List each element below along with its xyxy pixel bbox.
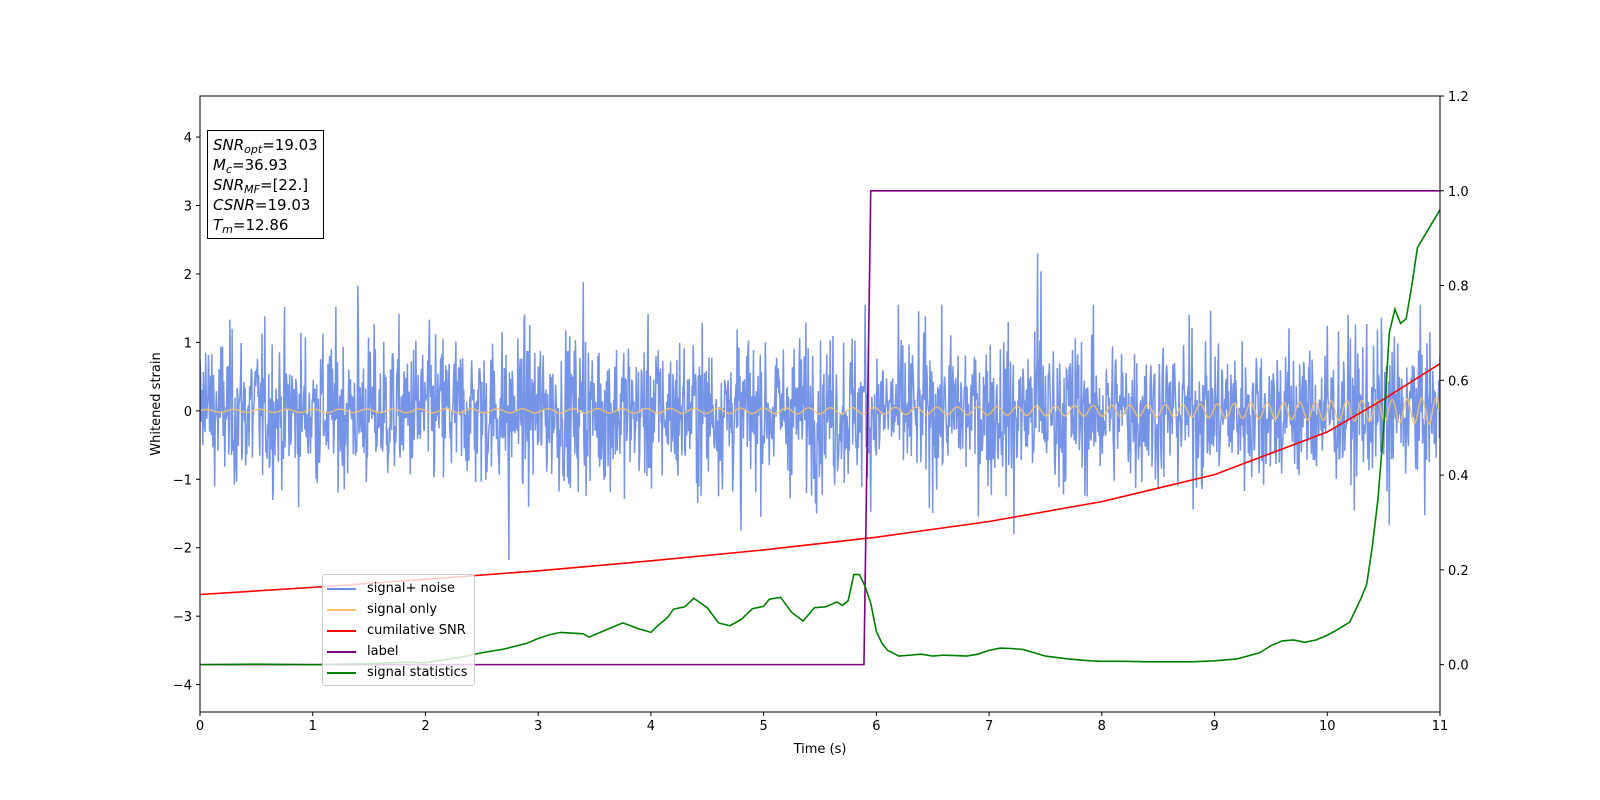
snr-mf-annotation: SNRMF=[22.] — [213, 176, 309, 196]
series-signal-statistics-line — [200, 209, 1440, 666]
plot-frame — [199, 95, 1441, 713]
csnr-value: 19.03 — [267, 196, 311, 214]
y-left-tick-label: 1 — [184, 336, 192, 351]
legend-item-signal-only: signal only — [327, 599, 468, 620]
snr-opt-value: 19.03 — [274, 136, 318, 154]
legend-swatch-signal-only — [327, 608, 356, 611]
y-left-tick-label: 0 — [184, 405, 192, 420]
legend-label-cumulative-snr: cumilative SNR — [367, 623, 466, 638]
x-tick-label: 6 — [872, 719, 880, 734]
y-left-tick-label: −2 — [173, 542, 192, 557]
snr-opt-annotation: SNRopt=19.03 — [213, 136, 318, 156]
legend-item-cumulative-snr: cumilative SNR — [327, 620, 468, 641]
y-right-tick-label: 0.0 — [1448, 659, 1469, 674]
legend-label-signal-noise: signal+ noise — [367, 581, 456, 596]
x-tick-label: 8 — [1098, 719, 1106, 734]
x-tick-label: 2 — [421, 719, 429, 734]
y-right-tick-label: 1.2 — [1448, 90, 1469, 105]
snr-mf-value: [22.] — [272, 176, 309, 194]
y-right-tick-label: 1.0 — [1448, 185, 1469, 200]
legend-label-signal-only: signal only — [367, 602, 438, 617]
legend-swatch-signal-statistics — [327, 671, 356, 674]
x-tick-label: 10 — [1319, 719, 1336, 734]
legend-swatch-label — [327, 650, 356, 653]
mc-annotation: Mc=36.93 — [213, 156, 288, 176]
y-right-tick-label: 0.2 — [1448, 564, 1469, 579]
mc-value: 36.93 — [244, 156, 288, 174]
x-axis-label: Time (s) — [793, 742, 847, 757]
x-tick-label: 9 — [1210, 719, 1218, 734]
legend-swatch-cumulative-snr — [327, 629, 356, 632]
y-right-tick-label: 0.4 — [1448, 469, 1469, 484]
y-left-tick-label: 4 — [184, 131, 192, 146]
y-axis-label: Whitened strain — [149, 352, 164, 455]
series-label-line — [200, 189, 1440, 666]
series-signal-only-line — [200, 396, 1440, 425]
x-tick-label: 7 — [985, 719, 993, 734]
x-tick-label: 4 — [647, 719, 655, 734]
x-tick-label: 0 — [196, 719, 204, 734]
series-signal-noise-line — [200, 253, 1440, 561]
annotation-box: SNRopt=19.03 Mc=36.93 SNRMF=[22.] CSNR=1… — [207, 130, 324, 239]
x-tick-label: 11 — [1432, 719, 1449, 734]
y-left-tick-label: 2 — [184, 268, 192, 283]
y-right-tick-label: 0.6 — [1448, 374, 1469, 389]
legend-swatch-signal-noise — [327, 587, 356, 590]
legend-item-label: label — [327, 641, 468, 662]
tm-annotation: Tm=12.86 — [213, 216, 289, 236]
y-left-tick-label: −1 — [173, 473, 192, 488]
legend: signal+ noise signal only cumilative SNR… — [322, 574, 475, 686]
csnr-annotation: CSNR=19.03 — [213, 196, 311, 214]
tm-value: 12.86 — [245, 216, 289, 234]
legend-item-signal-statistics: signal statistics — [327, 662, 468, 683]
y-left-tick-label: −3 — [173, 610, 192, 625]
y-left-tick-label: 3 — [184, 200, 192, 215]
legend-label-label: label — [367, 644, 399, 659]
x-tick-label: 5 — [759, 719, 767, 734]
y-right-tick-label: 0.8 — [1448, 280, 1469, 295]
x-tick-label: 3 — [534, 719, 542, 734]
legend-label-signal-statistics: signal statistics — [367, 665, 468, 680]
y-left-tick-label: −4 — [173, 679, 192, 694]
x-tick-label: 1 — [309, 719, 317, 734]
legend-item-signal-noise: signal+ noise — [327, 578, 468, 599]
